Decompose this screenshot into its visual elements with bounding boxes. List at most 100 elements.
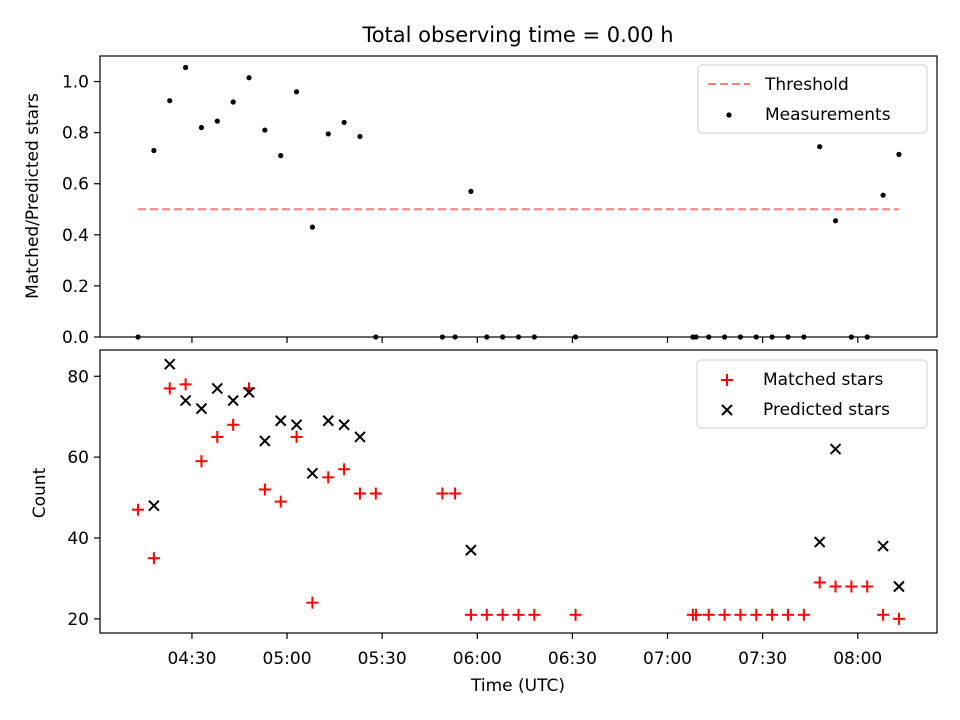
ratio-y-tick-label: 0.0	[62, 328, 89, 348]
count-y-tick-label: 80	[67, 367, 89, 387]
matched-star-point	[353, 487, 366, 500]
count-x-tick-label: 06:00	[453, 649, 502, 669]
measurement-point	[832, 218, 839, 224]
predicted-star-point	[290, 419, 303, 431]
predicted-star-point	[893, 580, 905, 593]
measurement-point	[246, 75, 252, 81]
matched-star-point	[211, 430, 224, 443]
measurement-point	[151, 147, 157, 154]
ratio-y-axis-label: Matched/Predicted stars	[23, 93, 43, 299]
measurements-legend-label: Measurements	[765, 105, 891, 125]
matched-star-point	[195, 455, 208, 468]
ratio-axes-frame	[99, 55, 938, 338]
ratio-y-tick-label: 0.8	[62, 124, 89, 144]
matched-star-point	[163, 382, 176, 395]
matched-star-point	[750, 608, 763, 621]
matched-star-point	[274, 495, 287, 508]
ratio-x-axis-ticks	[191, 337, 859, 343]
ratio-y-tick-label: 0.6	[62, 175, 89, 195]
count-x-tick-label: 05:30	[358, 649, 407, 669]
count-x-tick-label: 08:00	[833, 649, 882, 669]
count-x-tick-label: 04:30	[167, 649, 216, 669]
matched-star-point	[528, 608, 541, 621]
ratio-legend-box	[697, 64, 928, 134]
ratio-legend: Threshold Measurements	[697, 64, 928, 134]
matched-star-point	[179, 378, 192, 391]
ratio-y-axis: 0.0 0.2 0.4 0.6 0.8 1.0	[62, 73, 100, 348]
count-axes-frame	[99, 349, 938, 634]
matched-star-point	[829, 580, 842, 593]
matched-star-point	[718, 608, 731, 621]
count-legend-box	[696, 359, 928, 429]
matched-star-point	[496, 608, 509, 621]
measurement-point	[278, 153, 284, 159]
predicted-legend-label: Predicted stars	[763, 400, 890, 420]
matched-star-point	[877, 608, 890, 621]
matched-legend-swatch	[721, 374, 733, 386]
count-legend: Matched stars Predicted stars	[696, 359, 928, 429]
count-y-tick-label: 40	[67, 529, 89, 549]
matched-star-point	[766, 608, 779, 621]
measurement-point	[341, 119, 347, 126]
count-y-tick-label: 60	[67, 448, 89, 468]
measurement-point	[183, 64, 189, 71]
predicted-star-point	[195, 402, 208, 415]
predicted-star-point	[164, 358, 176, 370]
matched-star-point	[449, 487, 462, 500]
predicted-star-point	[322, 415, 334, 427]
ratio-y-tick-label: 0.2	[62, 277, 89, 297]
matched-star-point	[258, 483, 271, 496]
matched-star-point	[338, 463, 351, 476]
predicted-star-point	[465, 544, 477, 556]
matched-star-point	[227, 418, 240, 431]
matched-star-point	[480, 608, 493, 621]
count-x-axis: 04:30 05:00 05:30 06:00 06:30 07:00 07:30 08:00	[167, 633, 882, 669]
measurement-point	[293, 89, 300, 95]
matched-star-point	[322, 471, 335, 484]
measurement-point	[817, 144, 823, 150]
matched-star-point	[702, 608, 715, 621]
matched-star-point	[569, 608, 582, 621]
matched-star-point	[306, 596, 319, 609]
matched-star-point	[436, 487, 449, 500]
measurement-point	[896, 151, 902, 157]
measurements-legend-swatch	[726, 112, 732, 118]
predicted-star-point	[338, 419, 350, 431]
count-y-axis: 20 40 60 80	[67, 367, 100, 630]
matched-star-point	[734, 608, 747, 621]
count-x-tick-label: 07:30	[738, 649, 787, 669]
measurement-point	[214, 118, 220, 124]
measurement-point	[198, 124, 205, 131]
matched-star-point	[690, 608, 703, 621]
matched-star-point	[512, 608, 525, 621]
matched-star-point	[147, 552, 160, 565]
count-x-tick-label: 06:30	[548, 649, 597, 669]
measurement-point	[468, 188, 474, 194]
matched-star-point	[813, 576, 826, 589]
count-plot-area	[132, 358, 905, 625]
count-y-tick-label: 20	[67, 610, 89, 630]
measurement-point	[325, 131, 331, 137]
measurement-point	[880, 192, 886, 198]
count-y-axis-label: Count	[30, 467, 50, 518]
predicted-star-point	[813, 536, 826, 548]
measurement-point	[262, 127, 268, 133]
ratio-y-tick-label: 1.0	[62, 73, 89, 93]
predicted-star-point	[179, 394, 192, 407]
matched-star-point	[464, 608, 477, 621]
matched-star-point	[290, 430, 303, 443]
predicted-star-point	[275, 415, 287, 427]
matched-star-point	[132, 503, 145, 516]
predicted-star-point	[227, 394, 239, 407]
matched-star-point	[861, 580, 874, 593]
predicted-star-point	[306, 467, 319, 480]
measurement-point	[167, 98, 173, 104]
measurement-point	[309, 224, 316, 230]
predicted-star-point	[829, 443, 842, 455]
ratio-plot-area	[135, 64, 902, 340]
matched-star-point	[797, 608, 810, 621]
chart-title: Total observing time = 0.00 h	[361, 23, 673, 47]
matched-star-point	[369, 487, 382, 500]
predicted-star-point	[243, 386, 255, 399]
predicted-star-point	[877, 540, 889, 552]
